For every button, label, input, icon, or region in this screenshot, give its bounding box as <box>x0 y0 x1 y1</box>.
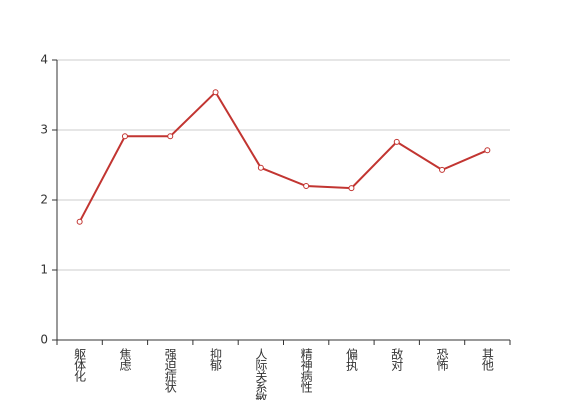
x-tick-label: 抑郁 <box>209 347 223 372</box>
y-tick-label: 3 <box>40 123 48 137</box>
point <box>348 185 355 192</box>
point <box>257 164 264 171</box>
y-tick-label: 2 <box>40 193 48 207</box>
point <box>439 166 446 173</box>
point <box>484 147 491 154</box>
x-tick-label: 强迫症状 <box>163 348 177 393</box>
x-tick-label: 其他 <box>480 348 494 371</box>
x-tick-label: 焦虑 <box>118 348 132 371</box>
y-tick-label: 1 <box>40 263 48 277</box>
x-tick-label: 敌对 <box>390 347 404 371</box>
point <box>393 138 400 145</box>
x-tick-label: 恐怖 <box>435 348 449 371</box>
point <box>303 183 310 189</box>
line <box>78 90 488 223</box>
point <box>167 133 174 140</box>
point <box>121 133 128 140</box>
x-tick-label: 人际关系敏感 <box>254 348 268 400</box>
point <box>76 218 83 225</box>
x-tick-label: 精神病性 <box>299 348 313 394</box>
y-tick-label: 4 <box>40 53 48 67</box>
y-tick-label: 0 <box>40 333 48 347</box>
point <box>212 89 219 96</box>
x-tick-label: 偏执 <box>344 347 358 372</box>
x-tick-label: 躯体化 <box>73 347 87 383</box>
